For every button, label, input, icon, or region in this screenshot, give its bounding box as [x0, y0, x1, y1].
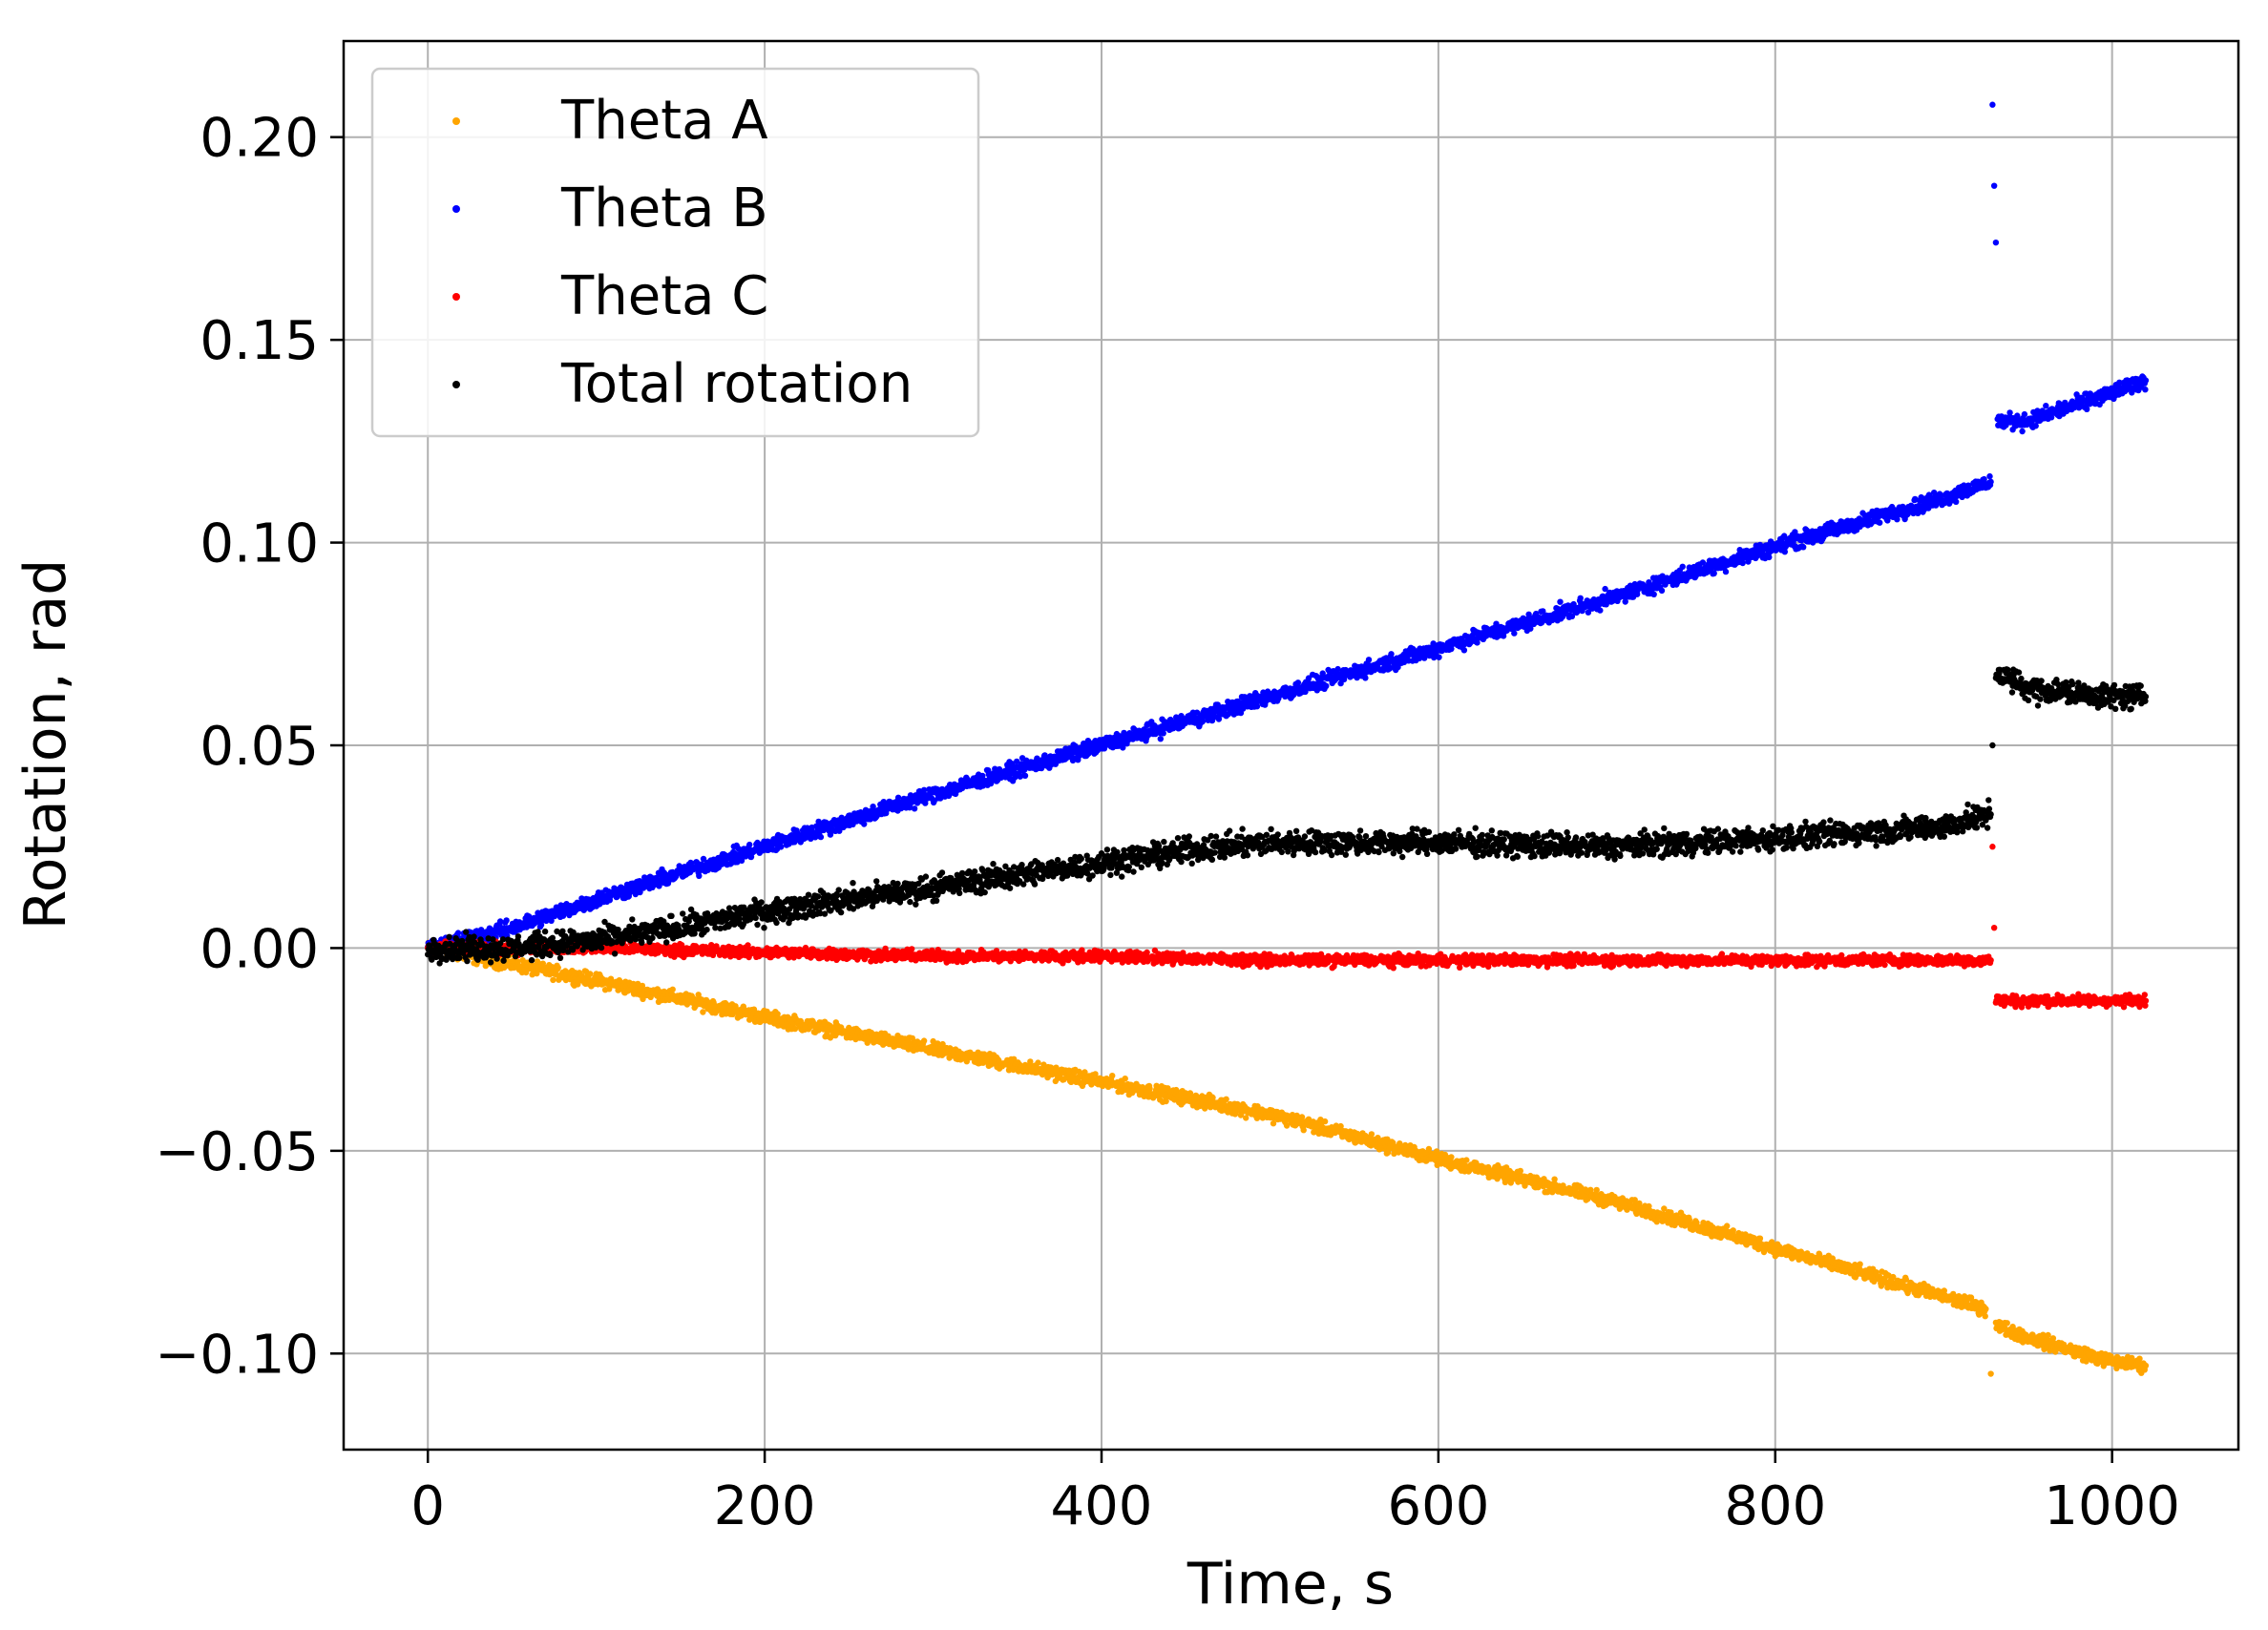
data-point — [1433, 1148, 1440, 1155]
data-point — [639, 982, 646, 990]
data-point — [1362, 675, 1369, 681]
data-point — [550, 976, 556, 984]
data-point — [1283, 1122, 1291, 1129]
data-point — [1511, 630, 1518, 637]
data-point — [774, 1011, 781, 1017]
data-point — [1337, 1122, 1344, 1130]
data-point — [2142, 1362, 2150, 1369]
data-point — [1388, 651, 1395, 658]
series-theta-a — [425, 939, 2150, 1377]
data-point — [791, 1025, 799, 1033]
data-point — [1517, 1167, 1524, 1175]
data-point — [700, 1009, 706, 1015]
data-point — [2045, 1331, 2051, 1339]
data-point — [1593, 1186, 1600, 1194]
data-point — [1730, 1227, 1736, 1234]
data-point — [1092, 1071, 1099, 1077]
data-point — [1463, 1157, 1470, 1163]
data-point — [555, 964, 561, 972]
data-point — [1300, 1127, 1307, 1134]
data-point — [1857, 1261, 1863, 1267]
data-point — [1436, 654, 1442, 660]
data-point — [2004, 1320, 2010, 1327]
data-point — [846, 1024, 852, 1032]
data-point — [1460, 647, 1468, 654]
data-point — [587, 971, 594, 977]
data-point — [1199, 718, 1207, 725]
data-point — [817, 833, 825, 841]
data-point — [1209, 1094, 1216, 1101]
data-point — [911, 805, 918, 812]
data-point — [1987, 1370, 1994, 1377]
data-point — [861, 821, 868, 827]
data-point — [1368, 1131, 1376, 1138]
data-point — [746, 841, 753, 848]
data-point — [1982, 1313, 1988, 1320]
data-points — [425, 101, 2150, 1377]
data-point — [1237, 1112, 1245, 1118]
data-point — [920, 1037, 928, 1044]
data-point — [1223, 1096, 1229, 1103]
data-point — [1293, 1112, 1300, 1119]
data-point — [496, 918, 504, 925]
data-point — [696, 872, 703, 879]
data-point — [1011, 1055, 1018, 1063]
data-point — [669, 986, 676, 993]
data-point — [1983, 1306, 1989, 1312]
data-point — [1323, 682, 1330, 689]
data-point — [934, 1040, 941, 1047]
data-point — [1448, 1154, 1455, 1160]
data-point — [1157, 736, 1165, 742]
data-point — [1021, 772, 1029, 779]
data-point — [503, 917, 510, 924]
data-point — [454, 930, 462, 936]
data-point — [647, 993, 654, 1001]
data-point — [1425, 1145, 1433, 1153]
data-point — [1146, 1085, 1153, 1093]
data-point — [1365, 657, 1373, 663]
data-point — [514, 958, 521, 965]
data-point — [1321, 1118, 1329, 1125]
data-point — [1298, 1114, 1306, 1120]
data-point — [1035, 1059, 1041, 1066]
data-point — [1243, 1115, 1250, 1121]
data-point — [1270, 1120, 1277, 1127]
data-point — [963, 1058, 970, 1065]
data-point — [1756, 1235, 1764, 1242]
data-point — [778, 844, 785, 850]
data-point — [1724, 1222, 1731, 1229]
data-point — [1253, 703, 1261, 710]
data-point — [1027, 1058, 1034, 1065]
data-point — [1384, 1149, 1392, 1156]
data-point — [1109, 1073, 1116, 1079]
data-point — [1122, 1076, 1128, 1082]
data-point — [2136, 1355, 2143, 1362]
